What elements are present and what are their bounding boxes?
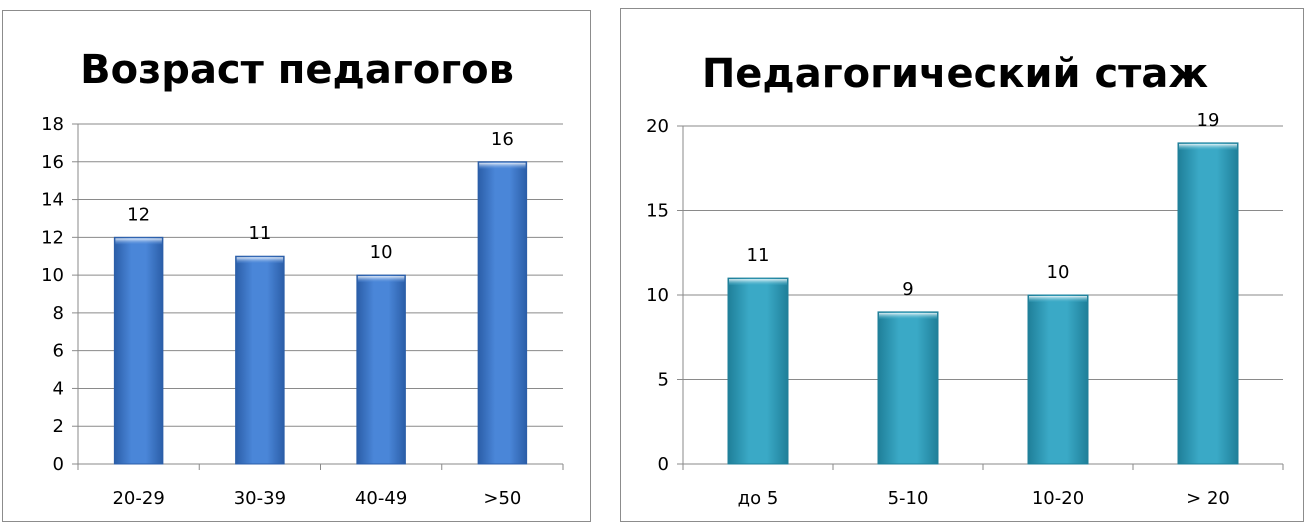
data-label: 10 [370, 242, 393, 263]
data-label: 12 [127, 204, 150, 225]
y-tick-label: 10 [646, 285, 669, 306]
bar-highlight [115, 238, 162, 245]
bar [1027, 294, 1089, 465]
y-tick-label: 0 [53, 454, 64, 475]
y-tick-label: 16 [41, 152, 64, 173]
y-tick-label: 10 [41, 265, 64, 286]
chart-title: Возраст педагогов [80, 47, 514, 93]
y-tick-label: 12 [41, 227, 64, 248]
x-tick-label: 10-20 [1032, 488, 1084, 509]
bar [356, 274, 406, 465]
data-label: 19 [1197, 110, 1220, 131]
data-label: 10 [1047, 262, 1070, 283]
bar [877, 311, 939, 465]
x-tick-label: >50 [483, 488, 521, 509]
y-tick-label: 8 [53, 303, 64, 324]
chart-title: Педагогический стаж [702, 51, 1209, 97]
y-tick-label: 15 [646, 201, 669, 222]
y-tick-label: 2 [53, 416, 64, 437]
x-tick-label: > 20 [1186, 488, 1230, 509]
bar [1177, 142, 1239, 465]
y-tick-label: 4 [53, 378, 64, 399]
y-tick-label: 20 [646, 116, 669, 137]
y-tick-label: 0 [658, 454, 669, 475]
bar [727, 277, 789, 465]
bar-highlight [357, 276, 405, 283]
age-chart: Возраст педагогов 0 2 4 6 8 10 12 14 16 18 12 20-29… [41, 47, 564, 509]
data-label: 16 [491, 129, 514, 150]
bar-highlight [1179, 143, 1237, 150]
bar-highlight [236, 257, 284, 264]
bar [477, 161, 528, 465]
x-tick-label: до 5 [738, 488, 779, 509]
x-tick-label: 5-10 [888, 488, 929, 509]
y-tick-label: 18 [41, 114, 64, 135]
bar [113, 236, 164, 465]
bar-highlight [729, 279, 787, 286]
x-tick-label: 40-49 [355, 488, 407, 509]
bar-highlight [479, 162, 526, 169]
y-tick-label: 5 [658, 370, 669, 391]
data-label: 9 [902, 279, 913, 300]
bar-highlight [879, 312, 937, 319]
bar-highlight [1029, 296, 1087, 302]
chart-panel-experience: Педагогический стаж 0 5 10 15 20 11 до 5 9 5-10 1… [620, 8, 1304, 522]
x-tick-label: 30-39 [234, 488, 286, 509]
chart-panel-age: Возраст педагогов 0 2 4 6 8 10 12 14 16 18 12 20-29… [2, 10, 591, 522]
bar [235, 255, 285, 465]
experience-chart: Педагогический стаж 0 5 10 15 20 11 до 5 9 5-10 1… [646, 51, 1284, 509]
y-tick-label: 6 [53, 341, 64, 362]
data-label: 11 [747, 245, 770, 266]
data-label: 11 [248, 223, 271, 244]
x-tick-label: 20-29 [112, 488, 164, 509]
y-tick-label: 14 [41, 190, 64, 211]
